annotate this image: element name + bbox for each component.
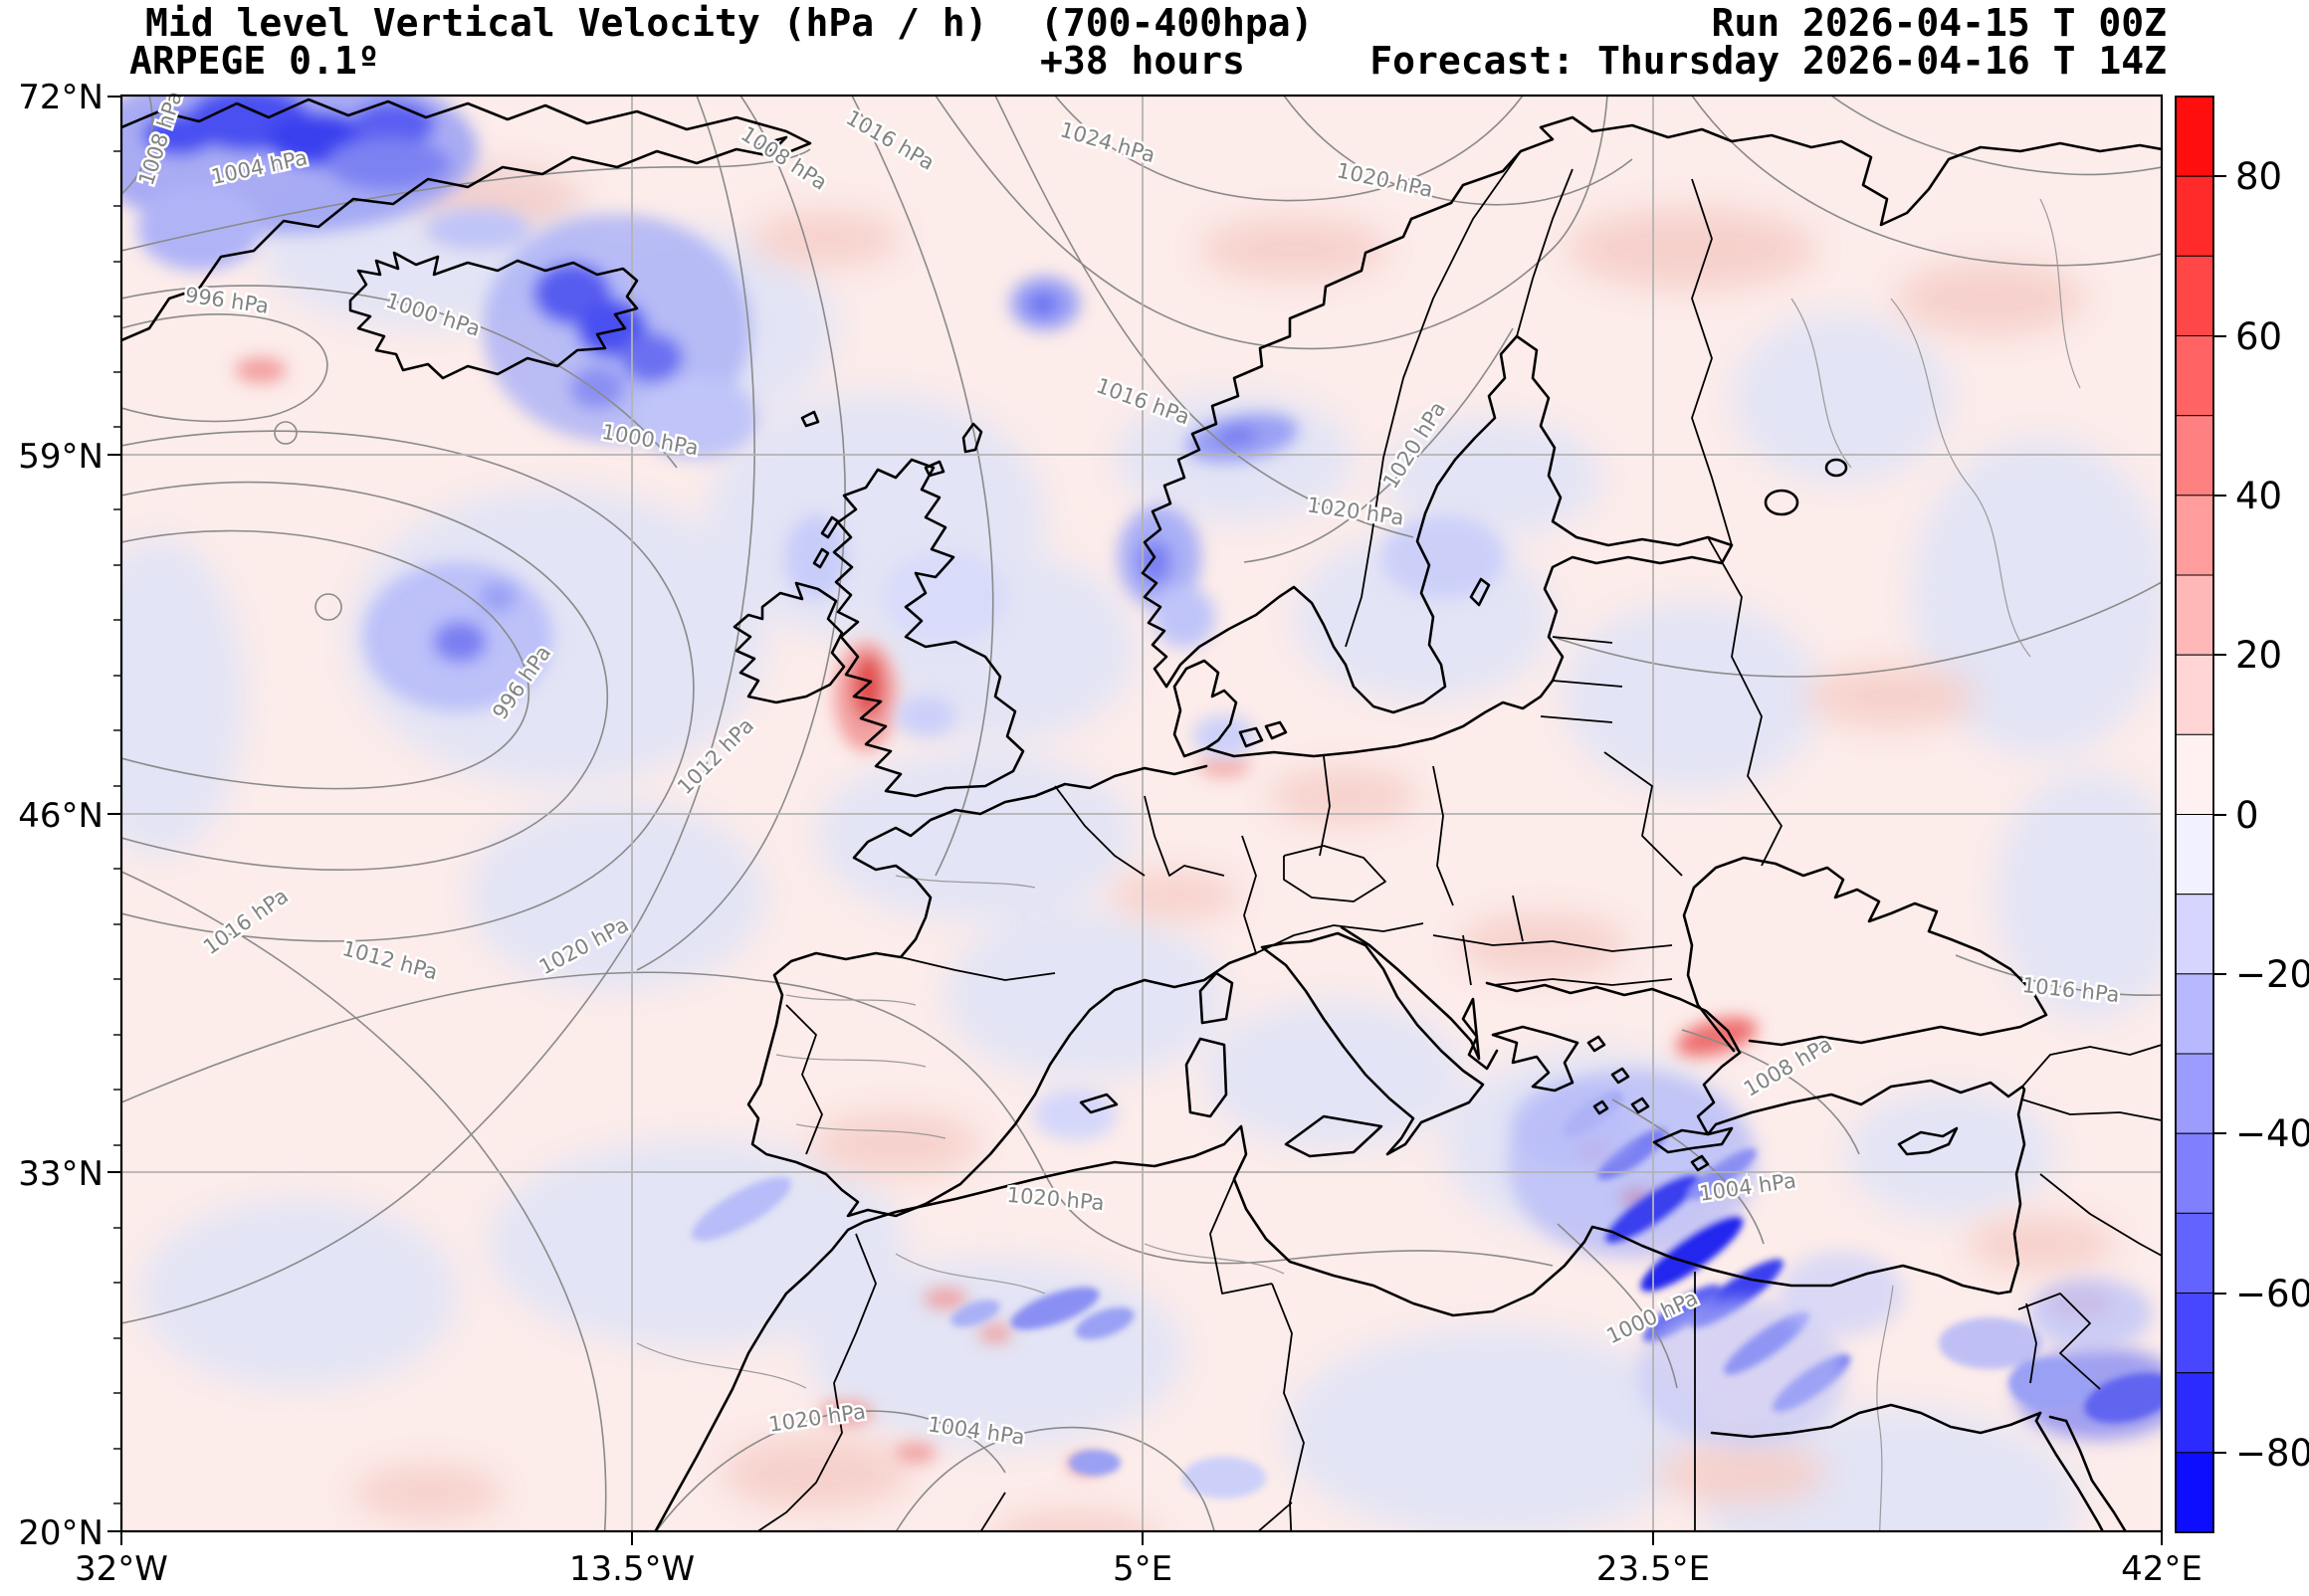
colorbar-segments [2175, 96, 2214, 1533]
x-tick-label: 5°E [1113, 1549, 1172, 1589]
colorbar-tick-label: −80 [2235, 1432, 2309, 1475]
colorbar-tick-label: 40 [2235, 475, 2282, 517]
run-label: Run 2026-04-15 T 00Z [1711, 1, 2167, 45]
colorbar-tick-label: −60 [2235, 1273, 2309, 1315]
colorbar-tick-label: −20 [2235, 953, 2309, 996]
x-tick-label: 23.5°E [1596, 1549, 1710, 1589]
colorbar-ticks [2213, 175, 2226, 1454]
y-tick-label: 59°N [18, 437, 104, 477]
x-tick-label: 13.5°W [569, 1549, 695, 1589]
isobar-contours [121, 96, 2162, 1531]
layer-label: (700-400hpa) [1040, 1, 1314, 45]
colorbar-tick-label: 0 [2235, 794, 2259, 837]
y-tick-label: 20°N [18, 1513, 104, 1553]
velocity-shading-layer [121, 96, 2162, 1531]
y-tick-label: 46°N [18, 796, 104, 836]
colorbar-labels: 80 60 40 20 0 −20 −40 −60 −80 [2235, 155, 2309, 1475]
colorbar-tick-label: 60 [2235, 315, 2282, 358]
colorbar-tick-label: −40 [2235, 1112, 2309, 1155]
y-tick-label: 72°N [18, 78, 104, 117]
country-borders [755, 150, 2162, 1531]
lead-time-label: +38 hours [1040, 39, 1245, 83]
x-axis: 32°W 13.5°W 5°E 23.5°E 42°E [75, 1549, 2203, 1589]
colorbar: 80 60 40 20 0 −20 −40 −60 −80 [2175, 96, 2309, 1533]
x-tick-label: 32°W [75, 1549, 168, 1589]
chart-title: Mid level Vertical Velocity (hPa / h) [145, 1, 988, 45]
forecast-label: Forecast: Thursday 2026-04-16 T 14Z [1369, 39, 2167, 83]
model-label: ARPEGE 0.1º [129, 39, 380, 83]
colorbar-tick-label: 80 [2235, 155, 2282, 198]
y-axis: 72°N 59°N 46°N 33°N 20°N [18, 78, 104, 1553]
graticule [121, 96, 2162, 1531]
x-tick-label: 42°E [2121, 1549, 2203, 1589]
y-tick-label: 33°N [18, 1154, 104, 1194]
colorbar-tick-label: 20 [2235, 634, 2282, 677]
axis-ticks [107, 96, 2163, 1545]
